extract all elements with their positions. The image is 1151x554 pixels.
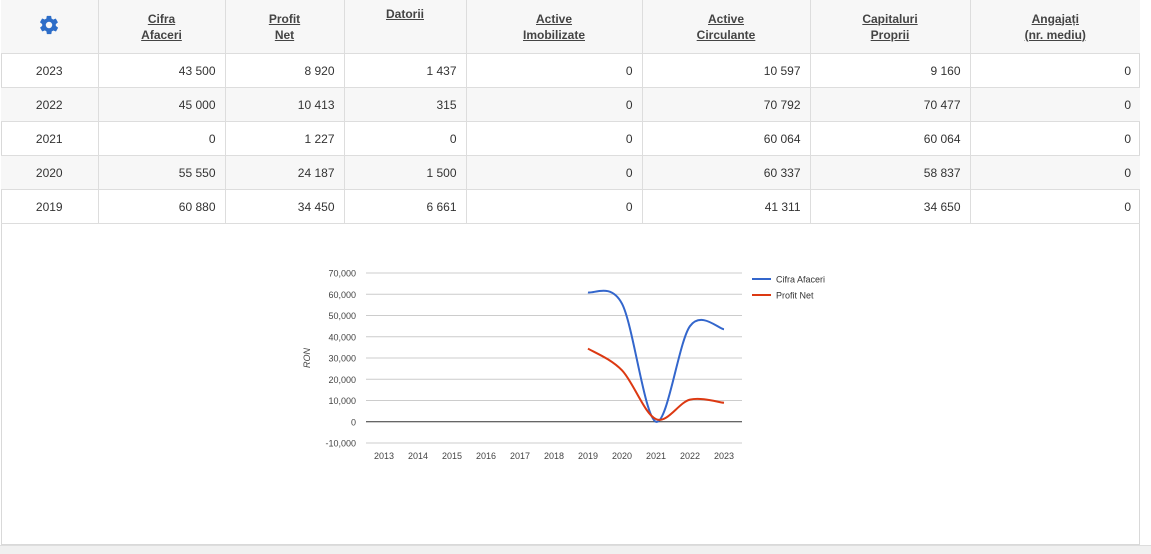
table-cell: 0: [466, 155, 643, 190]
y-tick-label: 50,000: [328, 311, 356, 321]
table-cell: 60 880: [98, 189, 226, 224]
x-tick-label: 2022: [680, 451, 700, 461]
table-cell: 34 450: [225, 189, 345, 224]
col-header-line2: Net: [274, 27, 295, 42]
legend-label: Cifra Afaceri: [776, 275, 825, 285]
x-tick-label: 2021: [646, 451, 666, 461]
year-cell: 2020: [1, 155, 99, 190]
y-tick-label: 30,000: [328, 354, 356, 364]
table-cell: 1 500: [344, 155, 467, 190]
table-cell: 0: [466, 121, 643, 156]
y-tick-label: 10,000: [328, 396, 356, 406]
x-tick-label: 2013: [374, 451, 394, 461]
table-cell: 41 311: [642, 189, 811, 224]
table-cell: 10 597: [642, 53, 811, 88]
col-header-active-circulante[interactable]: Active Circulante: [642, 0, 811, 54]
col-header-angajati[interactable]: Angajați (nr. mediu): [970, 0, 1140, 54]
y-tick-label: 0: [351, 417, 356, 427]
col-header-line1: Angajați: [1031, 11, 1079, 26]
col-header-cifra-afaceri[interactable]: Cifra Afaceri: [98, 0, 226, 54]
gear-icon[interactable]: [38, 14, 60, 36]
table-cell: 55 550: [98, 155, 226, 190]
table-cell: 0: [970, 53, 1140, 88]
table-cell: 0: [466, 53, 643, 88]
col-header-active-imobilizate[interactable]: Active Imobilizate: [466, 0, 643, 54]
table-cell: 60 064: [810, 121, 971, 156]
table-cell: 60 064: [642, 121, 811, 156]
x-tick-label: 2023: [714, 451, 734, 461]
year-cell: 2021: [1, 121, 99, 156]
col-header-line2: Proprii: [870, 27, 910, 42]
col-header-line1: Profit: [268, 11, 301, 26]
x-tick-label: 2015: [442, 451, 462, 461]
y-tick-label: 20,000: [328, 375, 356, 385]
x-tick-label: 2018: [544, 451, 564, 461]
col-header-line2: Imobilizate: [522, 27, 585, 42]
bottom-strip: [0, 545, 1151, 554]
x-tick-label: 2020: [612, 451, 632, 461]
col-header-line1: Active: [535, 11, 573, 26]
x-tick-label: 2017: [510, 451, 530, 461]
table-cell: 24 187: [225, 155, 345, 190]
x-tick-label: 2014: [408, 451, 428, 461]
table-row: 2020 55 550 24 187 1 500 0 60 337 58 837…: [1, 155, 1140, 190]
legend-label: Profit Net: [776, 291, 814, 301]
year-cell: 2019: [1, 189, 99, 224]
table-cell: 6 661: [344, 189, 467, 224]
table-cell: 1 227: [225, 121, 345, 156]
series-line: [587, 347, 725, 421]
table-cell: 10 413: [225, 87, 345, 122]
table-cell: 58 837: [810, 155, 971, 190]
col-header-capitaluri-proprii[interactable]: Capitaluri Proprii: [810, 0, 971, 54]
year-cell: 2023: [1, 53, 99, 88]
y-tick-label: 70,000: [328, 269, 356, 279]
col-header-line2: Afaceri: [141, 27, 182, 42]
table-cell: 0: [466, 189, 643, 224]
table-cell: 70 477: [810, 87, 971, 122]
table-row: 2022 45 000 10 413 315 0 70 792 70 477 0: [1, 87, 1140, 122]
table-cell: 43 500: [98, 53, 226, 88]
table-cell: 1 437: [344, 53, 467, 88]
financial-line-chart: -10,000 0 10,000 20,000 30,000 40,000 50,000 60…: [302, 269, 825, 462]
col-header-datorii[interactable]: Datorii: [344, 0, 467, 54]
y-tick-label: 40,000: [328, 332, 356, 342]
y-axis-title: RON: [302, 348, 312, 369]
table-cell: 9 160: [810, 53, 971, 88]
table-cell: 0: [970, 87, 1140, 122]
settings-cell: [1, 0, 99, 54]
y-tick-label: 60,000: [328, 290, 356, 300]
y-tick-label: -10,000: [325, 439, 356, 449]
table-cell: 70 792: [642, 87, 811, 122]
x-tick-label: 2016: [476, 451, 496, 461]
col-header-line1: Capitaluri: [862, 11, 918, 26]
x-tick-label: 2019: [578, 451, 598, 461]
col-header-line1: Datorii: [385, 7, 424, 21]
col-header-line1: Cifra: [147, 11, 176, 26]
table-cell: 45 000: [98, 87, 226, 122]
table-cell: 0: [970, 121, 1140, 156]
table-cell: 315: [344, 87, 467, 122]
table-row: 2023 43 500 8 920 1 437 0 10 597 9 160 0: [1, 53, 1140, 88]
series-line: [587, 289, 725, 423]
table-cell: 34 650: [810, 189, 971, 224]
col-header-line2: Circulante: [696, 27, 756, 42]
table-cell: 0: [344, 121, 467, 156]
col-header-line1: Active: [707, 11, 745, 26]
table-cell: 0: [970, 189, 1140, 224]
col-header-profit-net[interactable]: Profit Net: [225, 0, 345, 54]
table-cell: 0: [970, 155, 1140, 190]
financial-table: Cifra Afaceri Profit Net Datorii Active Imo…: [1, 0, 1140, 224]
table-header-row: Cifra Afaceri Profit Net Datorii Active Imo…: [1, 0, 1140, 54]
table-cell: 60 337: [642, 155, 811, 190]
table-cell: 0: [466, 87, 643, 122]
table-row: 2019 60 880 34 450 6 661 0 41 311 34 650…: [1, 189, 1140, 224]
table-row: 2021 0 1 227 0 0 60 064 60 064 0: [1, 121, 1140, 156]
col-header-line2: (nr. mediu): [1024, 27, 1086, 42]
table-cell: 8 920: [225, 53, 345, 88]
year-cell: 2022: [1, 87, 99, 122]
table-cell: 0: [98, 121, 226, 156]
